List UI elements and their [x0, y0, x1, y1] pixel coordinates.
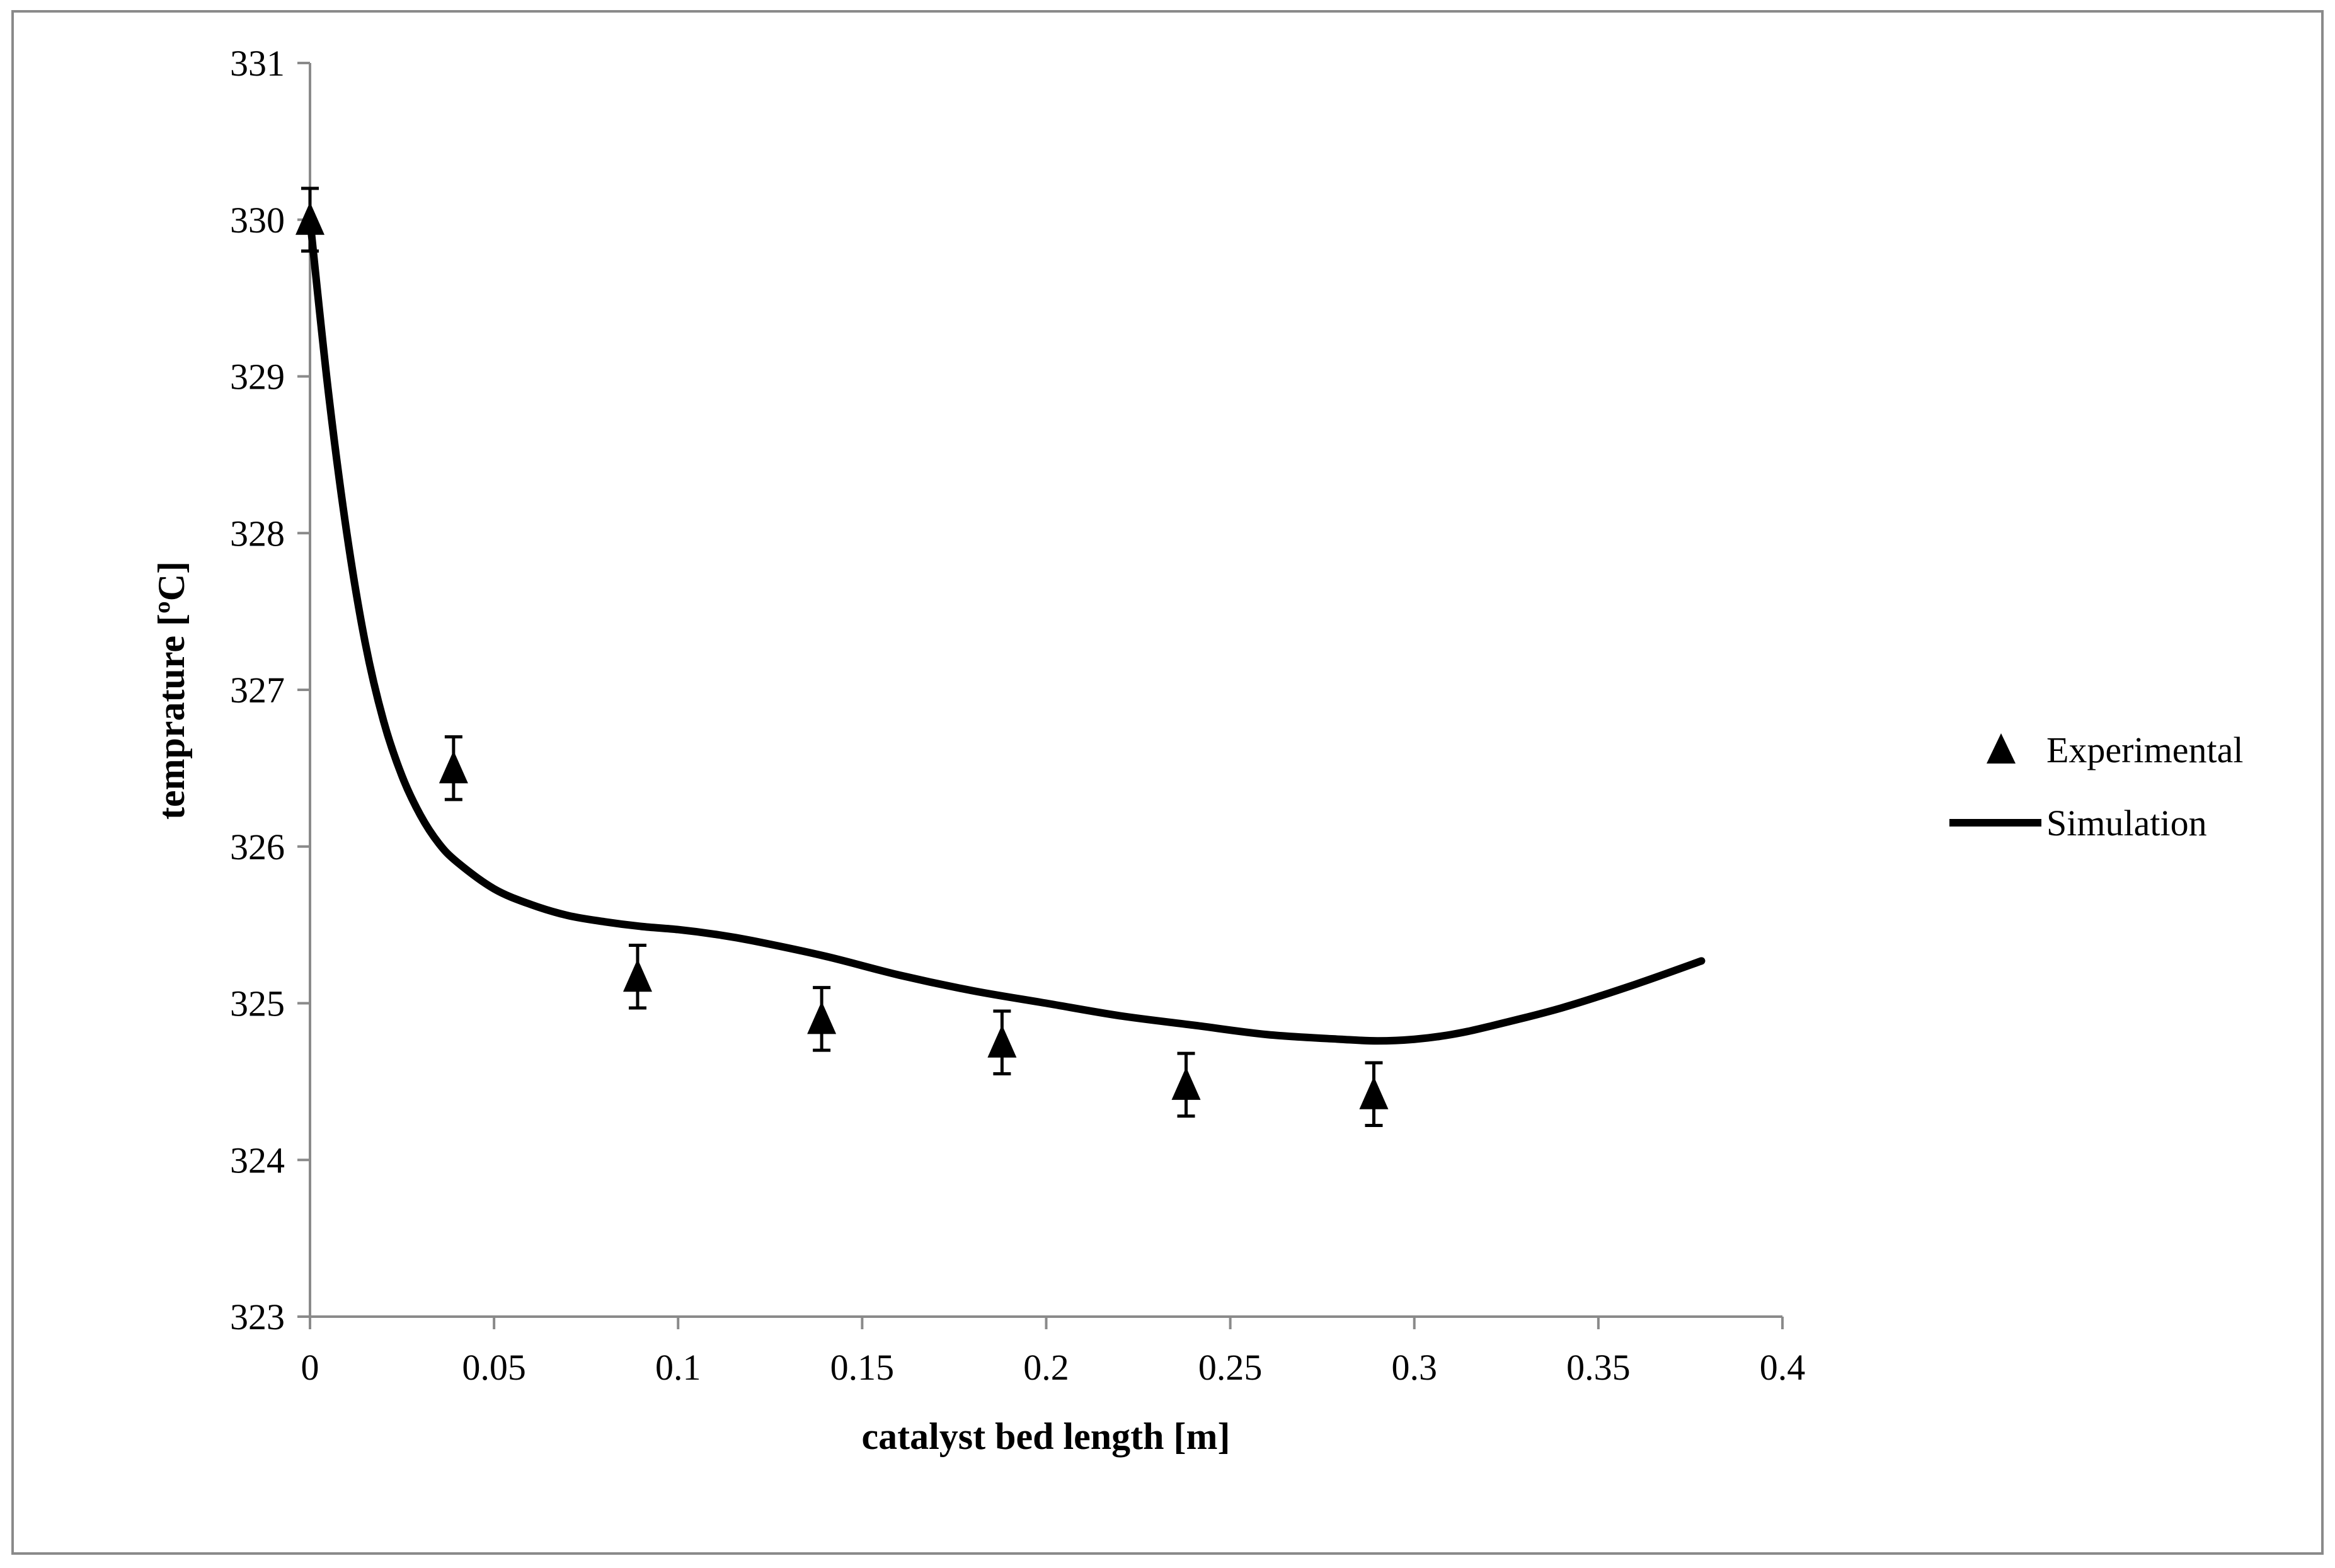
experimental-series: [295, 186, 1389, 1128]
x-tick-label: 0.2: [1023, 1347, 1069, 1388]
x-tick-label: 0.35: [1566, 1347, 1631, 1388]
triangle-marker: [807, 1001, 837, 1034]
x-tick-label: 0: [301, 1347, 319, 1388]
legend-item: Simulation: [1949, 803, 2207, 844]
x-axis-title: catalyst bed length [m]: [862, 1416, 1231, 1457]
legend: Experimental Simulation: [1949, 730, 2243, 844]
y-ticks: 323 324 325 326 327 328 329 330 331: [230, 43, 310, 1337]
y-tick-label: 325: [230, 983, 285, 1024]
y-tick-label: 326: [230, 827, 285, 867]
x-tick-label: 0.05: [462, 1347, 526, 1388]
experimental-point: [1171, 1051, 1201, 1118]
experimental-point: [439, 735, 468, 801]
triangle-marker: [987, 1024, 1017, 1058]
experimental-point: [622, 943, 652, 1010]
x-tick-label: 0.15: [830, 1347, 895, 1388]
simulation-line: [306, 215, 1706, 1045]
x-ticks: 0 0.05 0.1 0.15 0.2 0.25 0.3 0.35 0.4: [301, 1317, 1806, 1388]
experimental-point: [987, 1009, 1017, 1075]
chart-border: [11, 10, 2324, 1555]
legend-triangle-icon: [1987, 733, 2016, 764]
legend-label: Experimental: [2046, 730, 2243, 770]
experimental-point: [1359, 1061, 1389, 1128]
experimental-point: [807, 986, 837, 1052]
simulation-series: [306, 215, 1706, 1045]
y-tick-label: 330: [230, 200, 285, 241]
y-tick-label: 323: [230, 1296, 285, 1337]
x-tick-label: 0.4: [1760, 1347, 1806, 1388]
triangle-marker: [439, 750, 468, 784]
y-tick-label: 329: [230, 357, 285, 398]
x-tick-label: 0.25: [1198, 1347, 1263, 1388]
triangle-marker: [1171, 1067, 1201, 1100]
y-axis-title: temprature [ºC]: [151, 561, 192, 820]
triangle-marker: [622, 959, 652, 992]
legend-item: Experimental: [1987, 730, 2243, 770]
experimental-point: [295, 186, 324, 253]
x-tick-label: 0.3: [1392, 1347, 1438, 1388]
legend-label: Simulation: [2046, 803, 2207, 844]
triangle-marker: [295, 202, 324, 235]
x-tick-label: 0.1: [655, 1347, 701, 1388]
y-tick-label: 331: [230, 43, 285, 84]
y-tick-label: 327: [230, 670, 285, 711]
y-tick-label: 328: [230, 513, 285, 554]
triangle-marker: [1359, 1076, 1389, 1109]
y-tick-label: 324: [230, 1140, 285, 1181]
